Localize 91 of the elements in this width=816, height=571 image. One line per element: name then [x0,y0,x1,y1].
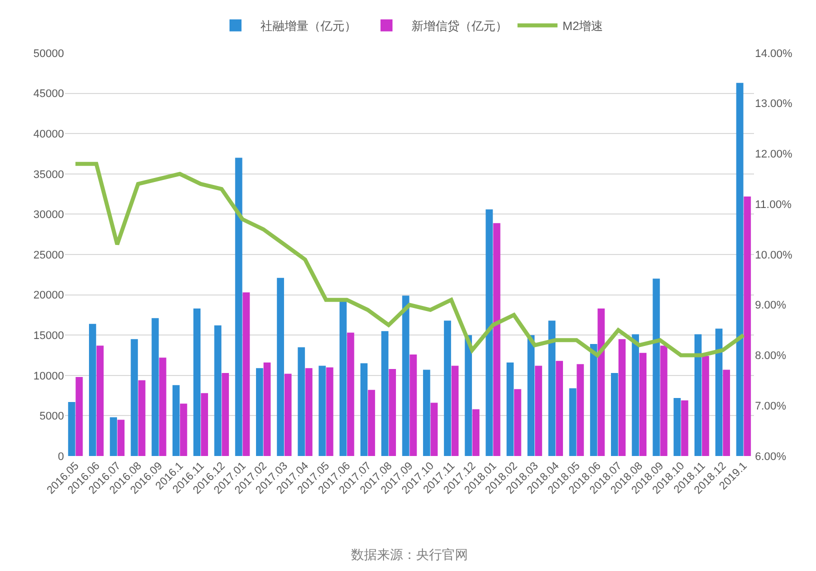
bar [486,209,493,456]
line-series [73,162,746,358]
bar [242,292,250,456]
bar [632,334,639,456]
y-tick-label: 20000 [33,290,64,302]
y-tick-label: 40000 [33,128,64,140]
bar [702,356,710,456]
bar [340,301,347,456]
y-tick-label: 45000 [33,88,64,100]
y-tick-label: 15000 [33,330,64,342]
bar [76,377,83,456]
bar [96,346,104,456]
bar [298,347,305,456]
bar [305,368,312,456]
y2-tick-label: 8.00% [755,350,786,362]
y2-tick-label: 7.00% [755,400,786,412]
bar [88,324,96,456]
bar [514,389,522,456]
bar [660,346,668,456]
source-note: 数据来源：央行官网 [351,547,468,562]
legend-label: 社融增量（亿元） [260,19,356,34]
y2-tick-label: 11.00% [755,198,792,211]
bar [451,366,459,456]
bar [472,409,480,456]
bar [410,354,417,456]
bar [326,367,334,456]
bar [506,362,514,456]
bar [598,308,605,456]
bar [152,318,159,456]
y2-tick-label: 13.00% [755,98,793,110]
bar [276,278,284,456]
bar [548,320,556,456]
bar [264,362,271,456]
bar [222,372,229,456]
bar [534,366,542,456]
y-tick-label: 35000 [33,168,64,181]
y-tick-label: 25000 [33,249,64,262]
y2-tick-label: 6.00% [755,450,786,463]
y2-tick-label: 10.00% [755,249,793,262]
bar [347,332,354,456]
y-tick-label: 10000 [33,370,64,382]
bar [368,390,376,456]
bar [681,400,688,456]
bar [556,360,563,456]
bar [388,368,396,456]
bar [652,278,660,456]
bar [256,368,264,456]
bar [235,158,242,456]
bar [318,366,326,456]
bar [110,417,118,456]
bar [117,420,125,456]
bar [381,331,388,456]
bar [180,404,188,456]
legend-label: M2增速 [562,19,604,34]
bar [694,334,702,456]
bar [639,352,646,456]
bar [193,308,201,456]
bar [159,358,166,456]
bar [493,223,500,456]
bar [464,335,472,456]
bar [527,335,535,456]
bar [130,339,138,456]
bar [172,385,180,456]
bar [214,325,222,456]
bar [569,388,576,456]
bar [430,402,438,456]
bar [610,372,618,456]
bar [576,364,584,456]
bar [444,320,452,456]
bar [200,393,208,456]
y-tick-label: 0 [58,450,64,463]
bar [674,398,681,456]
bar [360,363,368,456]
y-tick-label: 5000 [40,410,64,423]
y2-tick-label: 12.00% [755,148,793,161]
bar [736,82,744,456]
y-tick-label: 50000 [33,48,64,60]
bar [423,370,430,456]
bar [618,339,626,456]
bar [284,374,292,456]
y-tick-label: 30000 [33,209,64,222]
bar [744,196,751,456]
bar [402,296,410,456]
bar [68,402,76,456]
legend-label: 新增信贷（亿元） [412,19,508,34]
bar [590,344,598,456]
bar [722,370,730,456]
bar [138,380,146,456]
bar [715,328,722,456]
y2-tick-label: 14.00% [755,48,793,60]
y2-tick-label: 9.00% [755,300,786,312]
